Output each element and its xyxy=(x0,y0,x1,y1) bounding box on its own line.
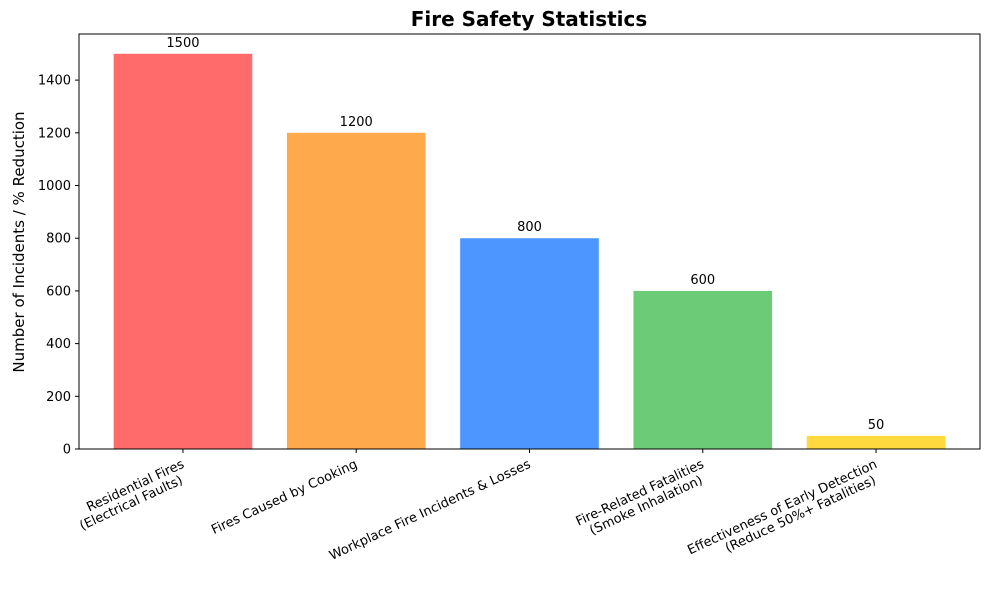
data-label: 50 xyxy=(868,418,885,433)
bar xyxy=(460,238,599,449)
y-tick-label: 600 xyxy=(46,284,71,299)
bar xyxy=(286,132,426,450)
y-tick-label: 1200 xyxy=(38,126,71,141)
x-tick-label-line: Effectiveness of Early Detection xyxy=(685,457,879,558)
y-tick-label: 1000 xyxy=(38,179,71,194)
y-tick-label: 800 xyxy=(46,232,71,247)
data-label: 600 xyxy=(690,273,715,288)
data-label: 1500 xyxy=(166,36,199,51)
x-tick-label-line: (Reduce 50%+ Fatalities) xyxy=(723,473,878,556)
bar xyxy=(113,53,253,450)
x-tick-label-line: Fires Caused by Cooking xyxy=(209,457,360,538)
x-tick-label-line: Workplace Fire Incidents & Losses xyxy=(327,457,533,564)
x-tick-label: Residential Fires(Electrical Faults) xyxy=(72,457,193,534)
plot-frame xyxy=(78,33,981,450)
y-axis-label: Number of Incidents / % Reduction xyxy=(10,111,28,372)
y-tick-label: 200 xyxy=(46,390,71,405)
chart-title: Fire Safety Statistics xyxy=(411,7,648,31)
bar xyxy=(633,290,773,449)
y-tick-label: 0 xyxy=(63,443,71,458)
x-tick-label: Fire-Related Fatalities(Smoke Inhalation… xyxy=(574,457,713,542)
y-tick-label: 1400 xyxy=(38,74,71,89)
plot-area: 1500 1200 800 600 50 0 200 400 600 800 1000 1200 140… xyxy=(38,33,981,571)
data-label: 800 xyxy=(517,220,542,235)
data-label: 1200 xyxy=(340,115,373,130)
x-tick-label: Fires Caused by Cooking xyxy=(209,457,360,538)
x-tick-label: Effectiveness of Early Detection(Reduce … xyxy=(685,457,885,571)
x-tick-label: Workplace Fire Incidents & Losses xyxy=(327,457,533,564)
bar xyxy=(806,435,946,449)
y-tick-label: 400 xyxy=(46,337,71,352)
